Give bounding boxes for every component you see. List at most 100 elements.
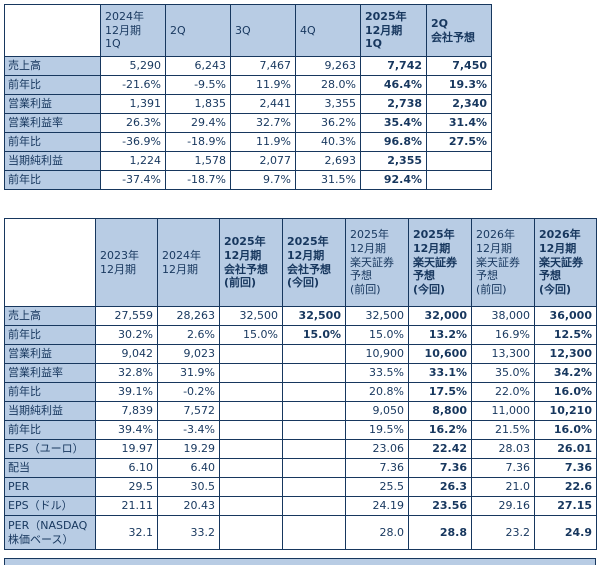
data-cell	[282, 344, 346, 364]
data-cell	[219, 458, 283, 478]
data-cell	[219, 401, 283, 421]
data-cell: 19.5%	[345, 420, 409, 440]
data-cell: 16.2%	[408, 420, 472, 440]
data-cell: 96.8%	[360, 132, 427, 152]
data-cell: 9,023	[157, 344, 220, 364]
data-cell: 33.2	[157, 515, 220, 550]
data-cell: 32,500	[345, 306, 409, 326]
data-cell	[219, 363, 283, 383]
data-cell: 36.2%	[295, 113, 361, 133]
column-header: 2025年 12月期 楽天証券 予想 (前回)	[345, 218, 409, 307]
annual-header-row: 2023年 12月期 2024年 12月期 2025年 12月期 会社予想 (前回)…	[4, 218, 597, 307]
data-cell: 12,300	[534, 344, 597, 364]
corner-cell	[4, 218, 96, 307]
data-cell	[219, 477, 283, 497]
row-label: 前年比	[4, 325, 96, 345]
data-cell: 9.7%	[230, 170, 296, 190]
data-cell: 23.2	[471, 515, 535, 550]
data-cell: 5,290	[100, 56, 166, 76]
table-row: 営業利益 1,391 1,835 2,441 3,355 2,738 2,340	[4, 94, 492, 114]
table-row: EPS（ドル） 21.11 20.43 24.19 23.56 29.16 27.15	[4, 496, 597, 516]
table-row: EPS（ユーロ） 19.97 19.29 23.06 22.42 28.03 26.01	[4, 439, 597, 459]
data-cell: 7,572	[157, 401, 220, 421]
column-header: 2025年 12月期 会社予想 (前回)	[219, 218, 283, 307]
column-header: 3Q	[230, 4, 296, 57]
data-cell: 22.0%	[471, 382, 535, 402]
data-cell: 24.19	[345, 496, 409, 516]
data-cell: 17.5%	[408, 382, 472, 402]
data-cell: 1,835	[165, 94, 231, 114]
data-cell: 29.4%	[165, 113, 231, 133]
data-cell: 32.1	[95, 515, 158, 550]
data-cell: 34.2%	[534, 363, 597, 383]
table-row: 営業利益率 26.3% 29.4% 32.7% 36.2% 35.4% 31.4%	[4, 113, 492, 133]
table-row: 当期純利益 1,224 1,578 2,077 2,693 2,355	[4, 151, 492, 171]
data-cell	[282, 458, 346, 478]
column-header: 2025年 12月期 楽天証券 予想 (今回)	[408, 218, 472, 307]
row-label: 前年比	[4, 382, 96, 402]
data-cell: 2,693	[295, 151, 361, 171]
data-cell: -9.5%	[165, 75, 231, 95]
data-cell: 3,355	[295, 94, 361, 114]
data-cell: 7,467	[230, 56, 296, 76]
data-cell: 16.0%	[534, 382, 597, 402]
row-label: 前年比	[4, 420, 96, 440]
data-cell: 35.0%	[471, 363, 535, 383]
data-cell: 29.5	[95, 477, 158, 497]
data-cell: 9,050	[345, 401, 409, 421]
data-cell	[219, 420, 283, 440]
table-row: 配当 6.10 6.40 7.36 7.36 7.36 7.36	[4, 458, 597, 478]
data-cell	[282, 401, 346, 421]
data-cell: 24.9	[534, 515, 597, 550]
data-cell: 2,077	[230, 151, 296, 171]
table-row: 前年比 -36.9% -18.9% 11.9% 40.3% 96.8% 27.5%	[4, 132, 492, 152]
data-cell: 7,839	[95, 401, 158, 421]
corner-cell	[4, 4, 101, 57]
data-cell: 40.3%	[295, 132, 361, 152]
data-cell: 16.9%	[471, 325, 535, 345]
data-cell: 7.36	[534, 458, 597, 478]
data-cell	[282, 515, 346, 550]
data-cell: -36.9%	[100, 132, 166, 152]
column-header: 2025年 12月期 1Q	[360, 4, 427, 57]
column-header: 2026年 12月期 楽天証券 予想 (前回)	[471, 218, 535, 307]
data-cell: 9,042	[95, 344, 158, 364]
data-cell	[219, 515, 283, 550]
quarterly-results-table: 2024年 12月期 1Q 2Q 3Q 4Q 2025年 12月期 1Q 2Q 会社予想 …	[4, 4, 492, 190]
data-cell	[282, 439, 346, 459]
data-cell: 10,210	[534, 401, 597, 421]
data-cell: 12.5%	[534, 325, 597, 345]
column-header: 2Q 会社予想	[426, 4, 492, 57]
data-cell: 21.11	[95, 496, 158, 516]
data-cell: 11.9%	[230, 132, 296, 152]
data-cell: 30.5	[157, 477, 220, 497]
table-row: 売上高 5,290 6,243 7,467 9,263 7,742 7,450	[4, 56, 492, 76]
table-row: 前年比 30.2% 2.6% 15.0% 15.0% 15.0% 13.2% 16.9% 12.…	[4, 325, 597, 345]
data-cell: 6.40	[157, 458, 220, 478]
table-row: 前年比 39.1% -0.2% 20.8% 17.5% 22.0% 16.0%	[4, 382, 597, 402]
data-cell: 28.0	[345, 515, 409, 550]
data-cell: 10,600	[408, 344, 472, 364]
table-row: 営業利益率 32.8% 31.9% 33.5% 33.1% 35.0% 34.2%	[4, 363, 597, 383]
data-cell: 27,559	[95, 306, 158, 326]
data-cell: 32,500	[282, 306, 346, 326]
data-cell: 32.7%	[230, 113, 296, 133]
column-header: 2025年 12月期 会社予想 (今回)	[282, 218, 346, 307]
data-cell: 10,900	[345, 344, 409, 364]
data-cell: 27.5%	[426, 132, 492, 152]
data-cell: 29.16	[471, 496, 535, 516]
row-label: 売上高	[4, 306, 96, 326]
column-header: 2026年 12月期 楽天証券 予想 (今回)	[534, 218, 597, 307]
data-cell: 2,738	[360, 94, 427, 114]
table-row: 前年比 -37.4% -18.7% 9.7% 31.5% 92.4%	[4, 170, 492, 190]
data-cell	[282, 382, 346, 402]
data-cell: 30.2%	[95, 325, 158, 345]
data-cell: -37.4%	[100, 170, 166, 190]
data-cell: 7.36	[345, 458, 409, 478]
column-header: 2024年 12月期 1Q	[100, 4, 166, 57]
data-cell: 27.15	[534, 496, 597, 516]
data-cell: 22.42	[408, 439, 472, 459]
annual-forecast-table: 2023年 12月期 2024年 12月期 2025年 12月期 会社予想 (前回)…	[4, 218, 597, 550]
data-cell: 6.10	[95, 458, 158, 478]
data-cell: 39.4%	[95, 420, 158, 440]
